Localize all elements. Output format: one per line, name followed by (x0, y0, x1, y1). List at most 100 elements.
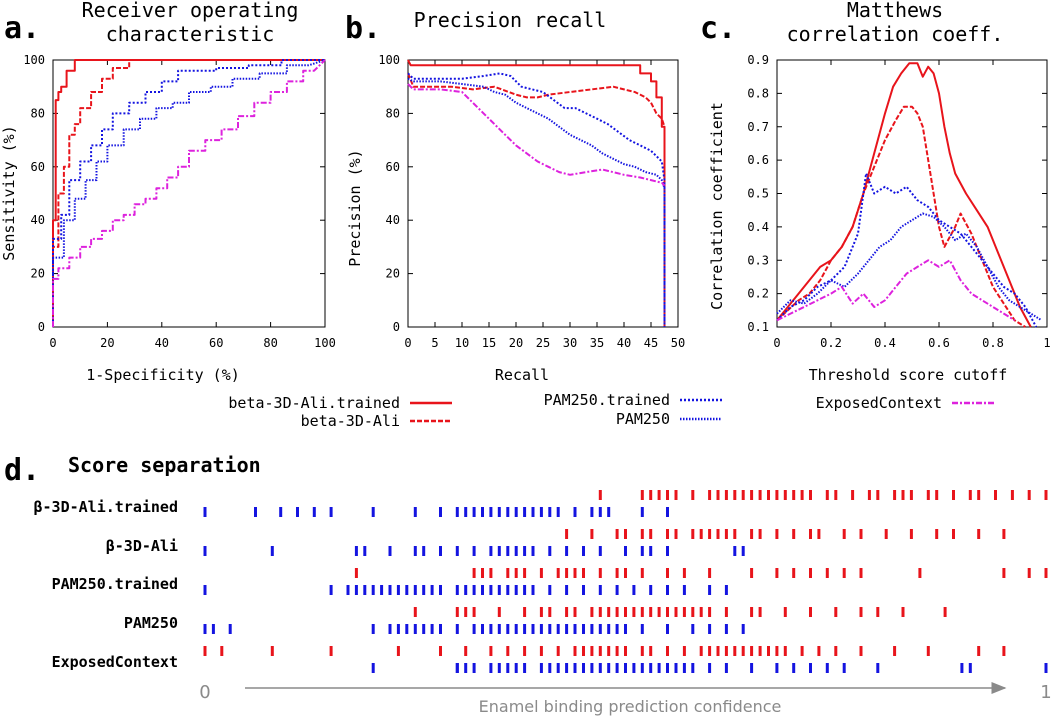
negative-score-mark (649, 585, 653, 595)
x-tick-label: 25 (536, 336, 550, 350)
x-tick-label: 0 (404, 336, 411, 350)
negative-score-mark (531, 507, 535, 517)
positive-score-mark (758, 490, 762, 500)
negative-score-mark (565, 663, 569, 673)
negative-score-mark (464, 663, 468, 673)
positive-score-mark (817, 529, 821, 539)
positive-score-mark (926, 490, 930, 500)
x-tick-label: 10 (455, 336, 469, 350)
positive-score-mark (413, 607, 417, 617)
negative-score-mark (539, 624, 543, 634)
positive-score-mark (1027, 490, 1031, 500)
positive-score-mark (783, 607, 787, 617)
negative-score-mark (363, 546, 367, 556)
negative-score-mark (489, 624, 493, 634)
positive-score-mark (800, 646, 804, 656)
positive-score-mark (809, 490, 812, 500)
positive-score-mark (1027, 568, 1031, 578)
panel-d-letter: d. (4, 453, 40, 488)
x-tick-label: 35 (590, 336, 604, 350)
negative-score-mark (607, 624, 611, 634)
negative-score-mark (649, 546, 653, 556)
positive-score-mark (893, 646, 897, 656)
positive-score-mark (800, 490, 804, 500)
panel-c-xlabel: Threshold score cutoff (809, 366, 1008, 384)
confidence-axis-label: Enamel binding prediction confidence (479, 697, 782, 716)
legend-label-exposed: ExposedContext (816, 394, 942, 412)
negative-score-mark (548, 663, 552, 673)
positive-score-mark (556, 646, 560, 656)
positive-score-mark (598, 607, 602, 617)
series-line-beta-3d-ali (52, 59, 325, 327)
series-line-pam250 (52, 59, 326, 327)
negative-score-mark (598, 585, 602, 595)
positive-score-mark (842, 529, 846, 539)
positive-score-mark (834, 646, 838, 656)
positive-score-mark (859, 568, 863, 578)
negative-score-mark (632, 585, 636, 595)
negative-score-mark (624, 546, 627, 556)
negative-score-mark (514, 546, 518, 556)
negative-score-mark (556, 663, 560, 673)
negative-score-mark (590, 507, 594, 517)
negative-score-mark (1044, 663, 1048, 673)
negative-score-mark (506, 663, 510, 673)
negative-score-mark (422, 546, 426, 556)
positive-score-mark (859, 607, 863, 617)
negative-score-mark (741, 624, 745, 634)
series-line-beta-3d-ali-trained (407, 59, 666, 327)
positive-score-mark (590, 607, 594, 617)
x-tick-label: 0 (773, 336, 780, 350)
negative-score-mark (741, 546, 745, 556)
series-line-beta-3d-ali (407, 73, 666, 327)
positive-score-mark (750, 490, 754, 500)
positive-score-mark (741, 646, 745, 656)
x-tick-label: 100 (314, 336, 336, 350)
y-tick-label: 0 (38, 320, 45, 334)
negative-score-mark (211, 624, 215, 634)
positive-score-mark (733, 646, 737, 656)
positive-score-mark (783, 646, 787, 656)
negative-score-mark (439, 624, 442, 634)
negative-score-mark (539, 663, 543, 673)
positive-score-mark (649, 646, 653, 656)
negative-score-mark (270, 546, 274, 556)
x-tick-label: 0.8 (982, 336, 1004, 350)
negative-score-mark (615, 624, 619, 634)
positive-score-mark (556, 568, 560, 578)
axis-end-label: 1 (1040, 682, 1051, 703)
panel-a-title-line1: Receiver operating (82, 0, 299, 22)
negative-score-mark (388, 585, 392, 595)
panel-c-title-line1: Matthews (847, 0, 943, 22)
positive-score-mark (708, 490, 712, 500)
positive-score-mark (893, 490, 897, 500)
negative-score-mark (682, 585, 686, 595)
positive-score-mark (926, 646, 930, 656)
negative-score-mark (590, 624, 594, 634)
legend-label-pam-trained: PAM250.trained (544, 391, 670, 409)
negative-score-mark (371, 624, 375, 634)
negative-score-mark (598, 624, 602, 634)
positive-score-mark (792, 529, 796, 539)
negative-score-mark (582, 585, 585, 595)
panel-a-title-line2: characteristic (106, 22, 275, 46)
positive-score-mark (590, 529, 594, 539)
negative-score-mark (708, 585, 712, 595)
negative-score-mark (666, 507, 669, 517)
positive-score-mark (867, 490, 871, 500)
negative-score-mark (422, 585, 426, 595)
x-tick-label: 20 (100, 336, 114, 350)
negative-score-mark (489, 663, 493, 673)
negative-score-mark (649, 663, 653, 673)
positive-score-mark (691, 490, 695, 500)
positive-score-mark (666, 529, 669, 539)
negative-score-mark (691, 663, 695, 673)
positive-score-mark (682, 607, 686, 617)
positive-score-mark (699, 646, 703, 656)
y-tick-label: 0.2 (747, 287, 769, 301)
positive-score-mark (464, 607, 468, 617)
negative-score-mark (708, 624, 712, 634)
positive-score-mark (354, 568, 358, 578)
positive-score-mark (624, 607, 627, 617)
negative-score-mark (514, 663, 518, 673)
